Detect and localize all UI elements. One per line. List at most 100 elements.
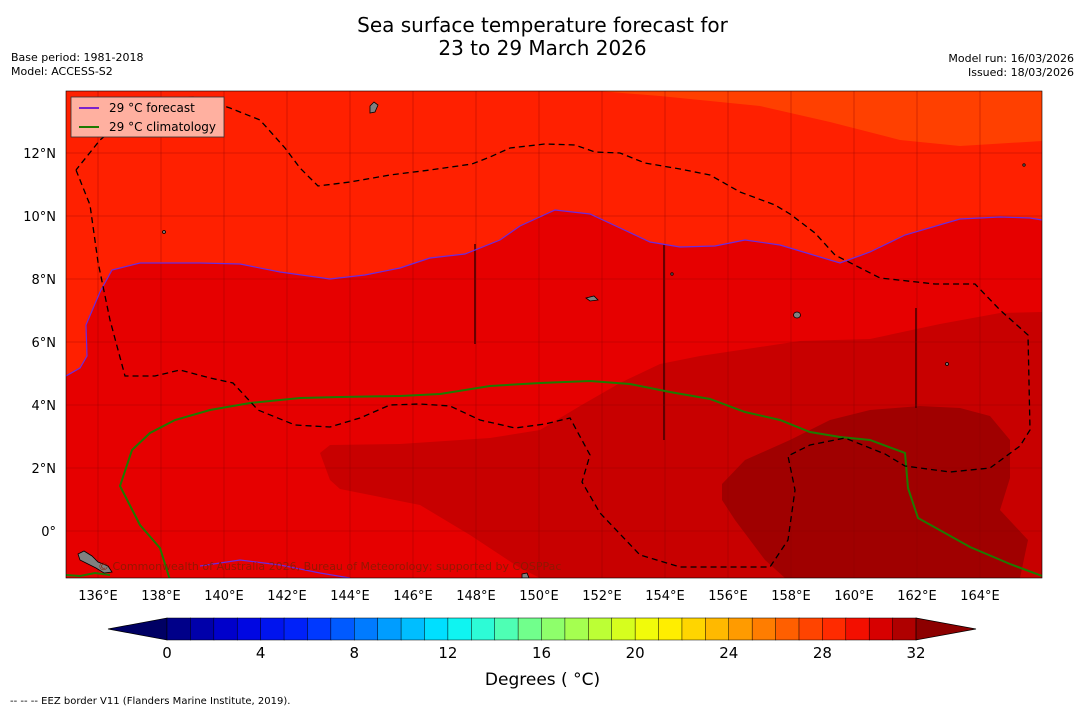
sst-band-32-plus [722,406,1028,578]
meta-right: Model run: 16/03/2026 Issued: 18/03/2026 [948,52,1074,80]
colorbar-cell [705,617,730,641]
colorbar-cell [868,617,894,641]
climatology-29c-contour [118,379,1042,578]
map-frame [65,90,1043,579]
x-tick-label: 138°E [141,589,181,604]
island [521,572,530,578]
island [793,311,801,319]
colorbar-tick-label: 16 [532,644,551,662]
colorbar-cell [775,617,800,641]
y-tick-label: 4°N [32,399,57,414]
y-tick-label: 6°N [32,336,57,351]
x-tick-label: 144°E [330,589,370,604]
colorbar-tick-label: 12 [438,644,457,662]
x-axis-labels: 136°E 138°E 140°E 142°E 144°E 146°E 148°E 150°E… [78,589,1000,604]
x-tick-label: 148°E [456,589,496,604]
forecast-29c-contour-south [199,559,351,578]
colorbar-tick-label: 8 [349,644,359,662]
climatology-29c-contour-west [66,571,111,578]
colorbar [107,617,977,641]
colorbar-cell [892,617,917,641]
temperature-field: © Commonwealth of Australia 2026, Bureau… [66,91,1042,578]
model-run-text: Model run: 16/03/2026 [948,52,1074,65]
x-tick-label: 164°E [960,589,1000,604]
forecast-29c-contour [66,209,1042,377]
colorbar-max-extension [915,617,977,641]
colorbar-cell [400,617,426,641]
contour-legend: 29 °C forecast 29 °C climatology [70,96,225,138]
colorbar-cell [354,617,379,641]
x-tick-label: 158°E [771,589,811,604]
colorbar-cell [283,617,308,641]
land-masses [77,101,1026,578]
colorbar-cell [471,617,496,641]
x-tick-label: 152°E [582,589,622,604]
colorbar-cell [494,617,519,641]
y-tick-label: 12°N [23,147,56,162]
x-tick-label: 150°E [519,589,559,604]
y-tick-label: 0° [41,525,56,540]
x-tick-label: 160°E [834,589,874,604]
island [369,101,379,114]
colorbar-cell [447,617,472,641]
x-tick-label: 146°E [393,589,433,604]
meta-left: Base period: 1981-2018 Model: ACCESS-S2 [11,51,143,79]
island [945,362,949,366]
legend-forecast-label: 29 °C forecast [109,101,195,115]
copyright-text: © Commonwealth of Australia 2026, Bureau… [98,560,561,573]
y-axis-labels: 12°N 10°N 8°N 6°N 4°N 2°N 0° [23,147,56,540]
legend-box [70,96,225,138]
colorbar-cell [517,617,543,641]
title-line-1: Sea surface temperature forecast for [357,13,728,37]
colorbar-cell [260,617,285,641]
colorbar-cell [190,617,215,641]
issued-text: Issued: 18/03/2026 [967,66,1074,79]
colorbar-cell [845,617,870,641]
x-tick-label: 156°E [708,589,748,604]
colorbar-cell [213,617,238,641]
colorbar-cell [822,617,847,641]
colorbar-cell [236,617,262,641]
colorbar-tick-labels: 0 4 8 12 16 20 24 28 32 [162,644,925,662]
colorbar-cell [728,617,753,641]
colorbar-min-extension [107,617,168,641]
island [77,550,113,574]
colorbar-cell [424,617,449,641]
model-text: Model: ACCESS-S2 [11,65,113,78]
island [670,272,674,276]
base-period-text: Base period: 1981-2018 [11,51,144,64]
colorbar-cell [611,617,636,641]
colorbar-tick-label: 0 [162,644,172,662]
colorbar-cell [541,617,566,641]
y-tick-label: 2°N [32,462,57,477]
eez-border [75,96,1031,568]
colorbar-cell [798,617,823,641]
legend-climatology-label: 29 °C climatology [109,120,216,134]
island [162,230,166,234]
chart-title: Sea surface temperature forecast for 23 … [0,14,1085,60]
colorbar-label: Degrees ( °C) [484,670,601,690]
eez-footnote: -- -- -- EEZ border V11 (Flanders Marine… [10,696,291,707]
colorbar-cell [166,617,191,641]
y-tick-label: 8°N [32,273,57,288]
colorbar-cell [330,617,355,641]
x-tick-label: 136°E [78,589,118,604]
colorbar-cell [377,617,402,641]
colorbar-tick-label: 24 [719,644,738,662]
colorbar-tick-label: 20 [626,644,645,662]
y-tick-label: 10°N [23,210,56,225]
colorbar-cell [634,617,660,641]
x-tick-label: 142°E [267,589,307,604]
colorbar-cell [307,617,332,641]
island [585,295,599,302]
colorbar-cell [681,617,706,641]
title-line-2: 23 to 29 March 2026 [438,36,647,60]
x-tick-label: 162°E [897,589,937,604]
eez-borders [75,96,1031,568]
x-tick-label: 154°E [645,589,685,604]
sst-band-28-29 [598,91,1042,146]
colorbar-cell [588,617,613,641]
colorbar-cell [564,617,589,641]
island [1022,163,1026,167]
colorbar-cell [751,617,777,641]
